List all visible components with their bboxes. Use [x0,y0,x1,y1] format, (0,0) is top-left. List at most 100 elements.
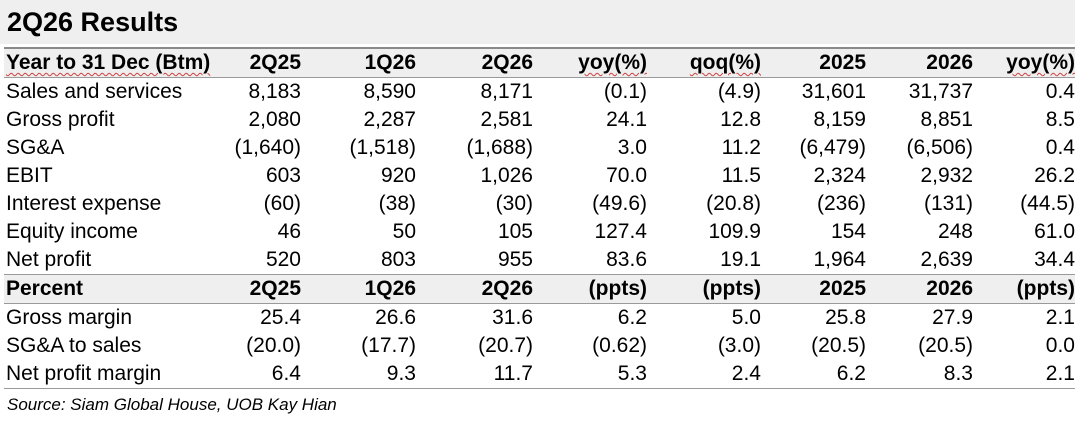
table-cell: (20.5) [918,334,973,357]
table-cell: 6.4 [217,360,301,389]
header-cell: (ppts) [647,274,761,304]
table-cell: 26.2 [1034,164,1075,187]
header-cell: qoq(%) [647,47,761,78]
table-cell: (6,506) [906,136,973,159]
row-label: Net profit [6,248,92,271]
table-cell: 70.0 [606,164,647,187]
table-cell: (1,640) [234,136,301,159]
table-cell: 61.0 [1034,220,1075,243]
table-cell: 9.3 [301,360,416,389]
row-label: Interest expense [6,192,162,215]
results-table: Year to 31 Dec (Btm) 2Q25 1Q26 2Q26 yoy(… [4,47,1075,389]
table-cell: 603 [265,164,301,187]
table-cell: 803 [380,248,416,271]
table-cell: 2.4 [647,360,761,389]
header-cell: 2Q26 [416,47,533,78]
table-row: Equity income 46 50 105 127.4 109.9 154 248 61.0 [4,218,1075,246]
table-cell: 6.2 [761,360,866,389]
row-label: Sales and services [6,80,183,103]
header-row: Year to 31 Dec (Btm) 2Q25 1Q26 2Q26 yoy(… [4,47,1075,78]
row-label: Equity income [6,220,138,243]
title-bar: 2Q26 Results [0,0,1075,44]
table-cell: 2,287 [363,108,416,131]
table-cell: 2,324 [813,164,866,187]
table-cell: (0.62) [592,334,647,357]
table-cell: (1,518) [349,136,416,159]
table-row: Gross margin 25.4 26.6 31.6 6.2 5.0 25.8 27.9 2.… [4,304,1075,333]
table-cell: (20.8) [706,192,761,215]
table-cell: 31,601 [801,80,866,103]
table-cell: 0.0 [1045,334,1075,357]
table-cell: 127.4 [594,220,647,243]
table-cell: 2,639 [920,248,973,271]
table-cell: 31.6 [492,306,533,329]
table-cell: 6.2 [617,306,647,329]
table-cell: 11.7 [416,360,533,389]
table-cell: 5.0 [731,306,761,329]
table-cell: 8,183 [248,80,301,103]
table-cell: 8,590 [363,80,416,103]
table-cell: (3.0) [717,334,761,357]
row-label: SG&A [6,136,65,159]
table-cell: 105 [497,220,533,243]
table-cell: (236) [816,192,866,215]
header-cell: 2026 [866,47,973,78]
header-cell: yoy(%) [533,47,647,78]
row-label: Net profit margin [4,360,217,389]
table-row: Sales and services 8,183 8,590 8,171 (0.1) (4… [4,78,1075,107]
table-cell: 5.3 [533,360,647,389]
header-cell: 2Q25 [217,47,301,78]
page-title: 2Q26 Results [7,7,179,37]
table-cell: 11.5 [721,164,761,187]
table-cell: 12.8 [720,108,761,131]
row-label: SG&A to sales [6,334,142,357]
table-row: Net profit 520 803 955 83.6 19.1 1,964 2,639 34.… [4,246,1075,275]
table-cell: 8,171 [480,80,533,103]
table-cell: (1,688) [466,136,533,159]
table-cell: 2.1 [973,360,1075,389]
income-section: Sales and services 8,183 8,590 8,171 (0.1) (4… [4,78,1075,275]
table-cell: 8,159 [813,108,866,131]
table-cell: (0.1) [603,80,647,103]
table-cell: 83.6 [606,248,647,271]
table-cell: 2.1 [1045,306,1075,329]
table-cell: 31,737 [908,80,973,103]
table-row: Interest expense (60) (38) (30) (49.6) (20.8)… [4,190,1075,218]
header-row: Percent 2Q25 1Q26 2Q26 (ppts) (ppts) 202… [4,274,1075,304]
margin-section: Gross margin 25.4 26.6 31.6 6.2 5.0 25.8 27.9 2.… [4,304,1075,389]
row-label: Gross profit [6,108,115,131]
table-cell: (131) [923,192,973,215]
table-cell: (20.7) [478,334,533,357]
header-label: yoy(%) [578,51,647,74]
table-cell: (6,479) [799,136,866,159]
table-row: Gross profit 2,080 2,287 2,581 24.1 12.8 8,159… [4,106,1075,134]
table-cell: 1,964 [813,248,866,271]
header-cell: 2Q26 [416,274,533,304]
table-cell: 920 [380,164,416,187]
table-row: EBIT 603 920 1,026 70.0 11.5 2,324 2,932 26.2 [4,162,1075,190]
header-label: qoq(%) [689,51,761,74]
table-cell: 1,026 [480,164,533,187]
header-cell: yoy(%) [973,47,1075,78]
row-label: EBIT [6,164,53,187]
header-cell: 2026 [866,274,973,304]
table-cell: 26.6 [375,306,416,329]
table-cell: 0.4 [1045,136,1075,159]
table-cell: 3.0 [617,136,647,159]
table-cell: (60) [263,192,301,215]
table-cell: 50 [392,220,416,243]
table-cell: 46 [277,220,301,243]
row-label: Gross margin [6,306,133,329]
header-cell: 2Q25 [217,274,301,304]
table-cell: 0.4 [1045,80,1075,103]
table-row: SG&A to sales (20.0) (17.7) (20.7) (0.62) (3.… [4,332,1075,360]
table-cell: 8,851 [920,108,973,131]
table-cell: 24.1 [606,108,647,131]
table-cell: 11.2 [721,136,761,159]
header-cell: (ppts) [533,274,647,304]
table-cell: (30) [495,192,533,215]
header-cell: 1Q26 [301,274,416,304]
table-cell: 2,581 [480,108,533,131]
table-cell: (4.9) [717,80,761,103]
table-row: SG&A (1,640) (1,518) (1,688) 3.0 11.2 (6,479) (… [4,134,1075,162]
